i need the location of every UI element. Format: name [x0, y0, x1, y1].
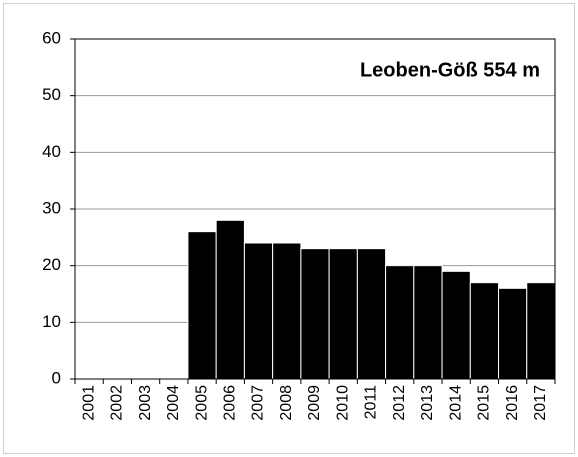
- x-tick-label: 2007: [250, 385, 267, 421]
- bar: [385, 265, 415, 380]
- x-tick-label: 2010: [334, 385, 351, 421]
- y-tick-label: 20: [42, 255, 61, 274]
- y-tick-label: 0: [52, 368, 61, 387]
- x-tick-label: 2017: [532, 385, 549, 421]
- x-tick-label: 2011: [363, 385, 380, 420]
- bar: [215, 219, 245, 380]
- bar: [441, 270, 471, 380]
- x-tick-label: 2013: [419, 385, 436, 421]
- x-tick-label: 2016: [504, 385, 521, 421]
- y-tick-label: 30: [42, 198, 61, 217]
- x-tick-label: 2006: [222, 385, 239, 421]
- bar: [356, 248, 387, 380]
- x-tick-label: 2012: [391, 385, 408, 421]
- x-tick-label: 2009: [306, 385, 323, 421]
- y-tick-label: 50: [42, 85, 61, 104]
- y-tick-label: 40: [42, 142, 61, 161]
- x-tick-label: 2004: [165, 385, 182, 421]
- bar: [469, 282, 500, 380]
- bar: [187, 231, 217, 380]
- bar: [243, 242, 274, 380]
- plot-border: [74, 38, 556, 380]
- x-tick-label: 2014: [447, 385, 464, 421]
- bar: [526, 282, 556, 380]
- x-tick-label: 2008: [278, 385, 295, 421]
- x-tick-label: 2002: [109, 385, 126, 421]
- x-tick-label: 2003: [137, 385, 154, 421]
- x-tick-label: 2015: [476, 385, 493, 421]
- bar: [498, 287, 528, 380]
- bar: [272, 242, 302, 380]
- x-tick-label: 2001: [80, 385, 97, 421]
- bar: [300, 248, 330, 380]
- y-tick-label: 10: [42, 312, 61, 331]
- chart-title: Leoben-Göß 554 m: [360, 59, 540, 81]
- x-tick-label: 2005: [193, 385, 210, 421]
- bar: [328, 248, 358, 380]
- frame: [3, 3, 575, 454]
- y-tick-label: 60: [42, 28, 61, 47]
- bar: [413, 265, 443, 380]
